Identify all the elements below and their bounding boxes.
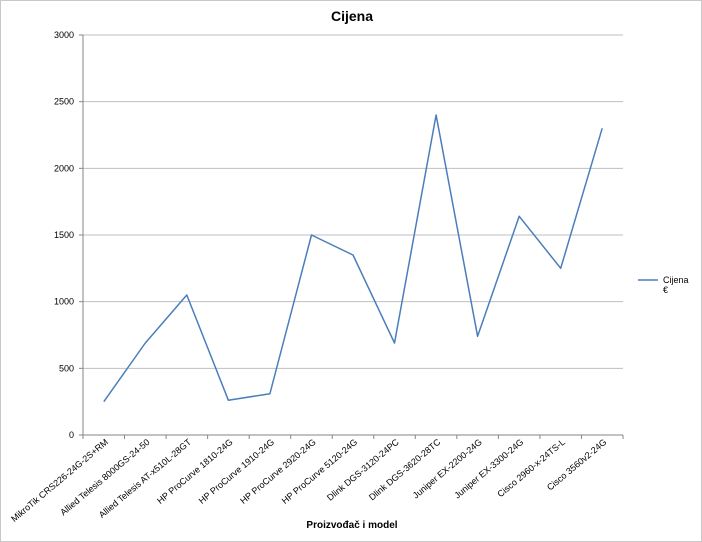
y-tick-label: 500 — [59, 363, 74, 373]
legend-label-line1: Cijena — [663, 275, 689, 285]
y-axis-ticks: 0 500 1000 1500 2000 2500 3000 — [54, 30, 74, 440]
legend-label-line2: € — [663, 285, 668, 295]
x-tick-label: HP ProCurve 5120-24G — [280, 437, 360, 506]
chart-title: Cijena — [331, 8, 373, 24]
x-axis-title: Proizvođač i model — [306, 520, 397, 531]
y-tick-label: 2500 — [54, 97, 74, 107]
legend: Cijena € — [638, 275, 689, 295]
y-tick-label: 1500 — [54, 230, 74, 240]
y-tick-label: 2000 — [54, 163, 74, 173]
y-tick-label: 1000 — [54, 297, 74, 307]
x-tick-label: Juniper EX-3300-24G — [452, 437, 525, 501]
y-tick-label: 3000 — [54, 30, 74, 40]
gridlines — [83, 35, 623, 368]
x-tick-label: Juniper EX-2200-24G — [411, 437, 484, 501]
x-tick-label: HP ProCurve 1810-24G — [155, 437, 235, 506]
x-tick-label: HP ProCurve 2920-24G — [238, 437, 318, 506]
x-tick-label: HP ProCurve 1910-24G — [197, 437, 277, 506]
x-tick-label: Cisco 2960-x-24TS-L — [495, 437, 567, 499]
axes — [79, 35, 623, 439]
series-lines — [104, 115, 603, 402]
series-line-0 — [104, 115, 602, 402]
x-tick-label: Dlink DGS-3620-28TC — [367, 437, 443, 503]
x-tick-label: Dlink DGS-3120-24PC — [325, 437, 401, 503]
y-tick-label: 0 — [69, 430, 74, 440]
